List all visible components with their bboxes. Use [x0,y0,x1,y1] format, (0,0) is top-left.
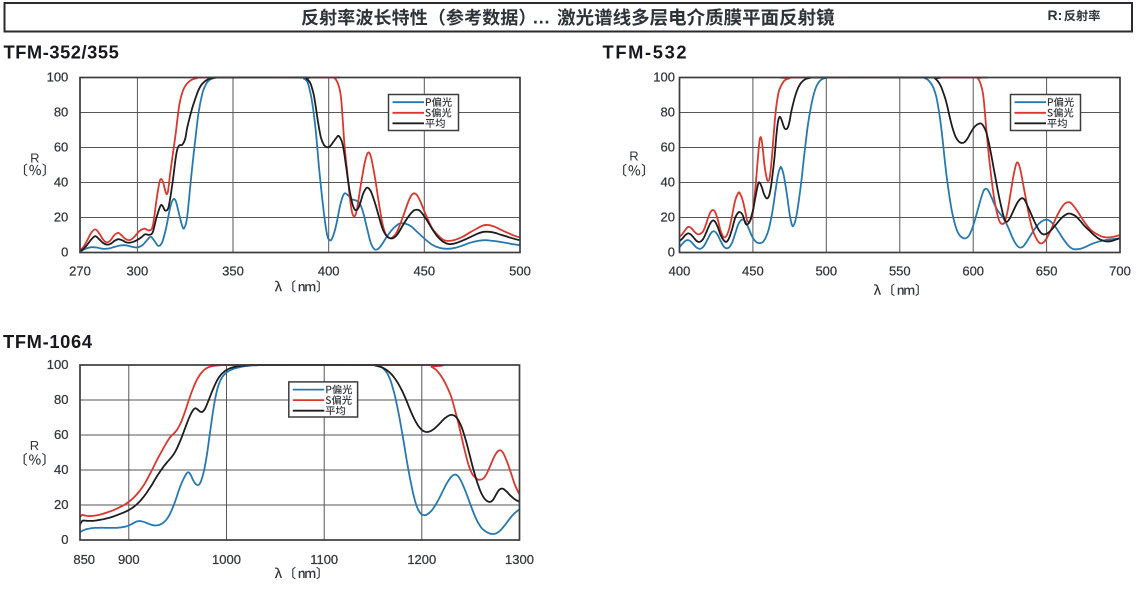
svg-text:80: 80 [54,105,68,120]
svg-text:0: 0 [61,245,68,260]
svg-text:40: 40 [54,462,68,477]
svg-text:850: 850 [73,552,95,567]
svg-text:0: 0 [61,532,68,547]
svg-text:0: 0 [668,245,675,260]
svg-text:500: 500 [815,263,837,278]
svg-text:20: 20 [661,210,675,225]
svg-text:400: 400 [669,263,691,278]
svg-text:…: … [532,7,550,27]
svg-text:R: R [30,150,39,165]
svg-text:20: 20 [54,497,68,512]
svg-text:80: 80 [661,105,675,120]
svg-text:R:: R: [1048,7,1063,23]
svg-text:600: 600 [962,263,984,278]
svg-text:60: 60 [661,140,675,155]
svg-text:80: 80 [54,392,68,407]
svg-text:60: 60 [54,140,68,155]
svg-text:R: R [629,149,638,164]
svg-text:100: 100 [47,357,69,372]
svg-text:900: 900 [118,552,140,567]
svg-text:40: 40 [661,175,675,190]
svg-text:1200: 1200 [407,552,436,567]
svg-text:TFM-532: TFM-532 [603,42,689,63]
svg-text:1100: 1100 [310,552,338,567]
svg-text:700: 700 [1109,263,1131,278]
svg-text:300: 300 [127,263,149,278]
svg-text:1000: 1000 [212,552,241,567]
svg-text:350: 350 [222,263,244,278]
svg-text:TFM-1064: TFM-1064 [3,331,93,352]
svg-text:450: 450 [413,263,435,278]
svg-text:500: 500 [509,263,531,278]
svg-text:60: 60 [54,427,68,442]
svg-text:R: R [30,438,39,453]
svg-text:270: 270 [69,263,91,278]
svg-text:40: 40 [54,175,68,190]
svg-text:550: 550 [889,263,911,278]
svg-text:650: 650 [1036,263,1058,278]
svg-text:1300: 1300 [505,552,534,567]
svg-text:20: 20 [54,210,68,225]
svg-text:100: 100 [653,70,675,85]
svg-text:100: 100 [47,70,69,85]
svg-text:TFM-352/355: TFM-352/355 [4,42,120,63]
svg-text:400: 400 [318,263,340,278]
svg-text:450: 450 [742,263,764,278]
